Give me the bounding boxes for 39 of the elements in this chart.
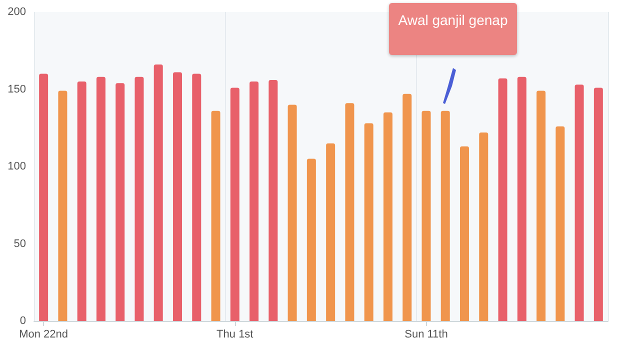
x-tick-label: Thu 1st [216, 328, 254, 340]
y-tick-label: 0 [20, 315, 26, 327]
bar [77, 82, 86, 321]
bar [250, 82, 259, 321]
bar [479, 132, 488, 321]
bar [192, 74, 202, 321]
bar [345, 103, 354, 321]
bar [422, 110, 431, 321]
bar [594, 88, 603, 321]
y-tick-label: 200 [8, 6, 26, 18]
bar [230, 88, 240, 321]
bar [460, 146, 469, 321]
callout-box: Awal ganjil genap [389, 3, 517, 55]
bar [134, 76, 144, 321]
bar [326, 143, 336, 321]
y-tick-label: 150 [8, 83, 26, 96]
bar [154, 64, 163, 321]
bar [498, 78, 508, 321]
x-tick-label: Sun 11th [404, 328, 448, 340]
bar [268, 80, 278, 321]
bar [58, 90, 68, 321]
bar [536, 90, 546, 321]
bar [173, 72, 182, 321]
y-tick-label: 50 [14, 238, 26, 250]
bar [306, 158, 316, 321]
bar [556, 126, 565, 321]
bar [211, 110, 220, 321]
bar [288, 104, 297, 321]
bar [574, 84, 584, 321]
bar [96, 76, 106, 321]
y-tick-label: 100 [8, 160, 26, 172]
bar [39, 74, 48, 321]
bar [383, 112, 392, 321]
bar [116, 83, 125, 321]
x-tick-label: Mon 22nd [19, 328, 68, 340]
bar [440, 110, 450, 321]
bar [517, 76, 526, 321]
bar [402, 94, 412, 321]
bar [364, 123, 374, 321]
